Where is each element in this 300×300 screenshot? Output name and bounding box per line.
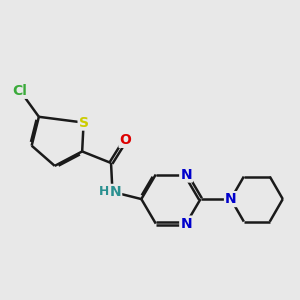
Text: Cl: Cl	[13, 84, 28, 98]
Text: S: S	[79, 116, 88, 130]
Text: N: N	[180, 217, 192, 231]
Text: N: N	[180, 167, 192, 182]
Text: N: N	[225, 192, 237, 206]
Text: H: H	[99, 185, 109, 198]
Text: N: N	[110, 185, 121, 199]
Text: O: O	[119, 133, 131, 147]
